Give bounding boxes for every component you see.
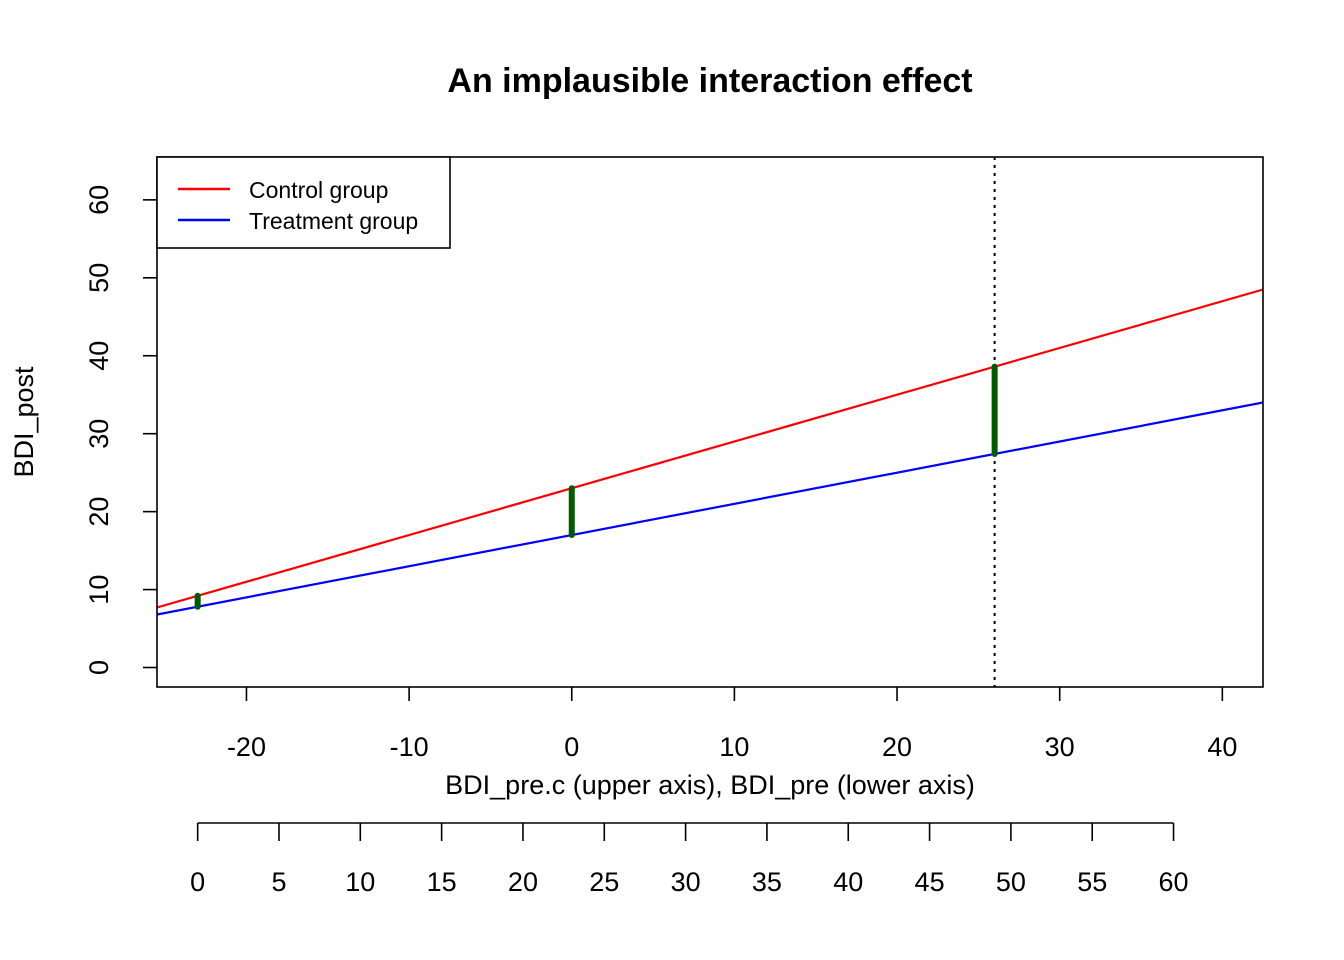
x-tick-label: 10 bbox=[719, 732, 749, 762]
y-tick-label: 30 bbox=[84, 419, 114, 449]
lower-x-tick-label: 5 bbox=[271, 867, 286, 897]
series-line-treatment bbox=[157, 401, 1263, 616]
chart-title: An implausible interaction effect bbox=[447, 62, 972, 100]
lower-x-tick-label: 20 bbox=[508, 867, 538, 897]
lower-x-axis: 0 5 10 15 20 25 30 35 40 45 50 55 60 bbox=[190, 822, 1189, 897]
y-tick-label: 0 bbox=[84, 660, 114, 675]
lower-x-tick-label: 60 bbox=[1159, 867, 1189, 897]
legend-label-control: Control group bbox=[249, 177, 388, 203]
lower-x-tick-label: 55 bbox=[1077, 867, 1107, 897]
plot-area bbox=[157, 157, 1263, 687]
lower-x-tick-label: 30 bbox=[671, 867, 701, 897]
lower-x-tick-label: 10 bbox=[345, 867, 375, 897]
lower-x-tick-label: 0 bbox=[190, 867, 205, 897]
x-axis: -20 -10 0 10 20 30 40 bbox=[227, 687, 1237, 762]
y-tick-label: 50 bbox=[84, 263, 114, 293]
y-tick-label: 60 bbox=[84, 185, 114, 215]
y-axis-title: BDI_post bbox=[9, 366, 39, 478]
legend-label-treatment: Treatment group bbox=[249, 208, 418, 234]
lower-x-tick-label: 25 bbox=[589, 867, 619, 897]
y-tick-label: 40 bbox=[84, 341, 114, 371]
lower-x-tick-label: 40 bbox=[833, 867, 863, 897]
x-tick-label: 0 bbox=[564, 732, 579, 762]
lower-x-tick-label: 45 bbox=[915, 867, 945, 897]
plot-frame bbox=[156, 156, 1264, 688]
series-line-control bbox=[157, 288, 1263, 609]
x-tick-label: 30 bbox=[1045, 732, 1075, 762]
lower-x-tick-label: 50 bbox=[996, 867, 1026, 897]
lower-x-tick-label: 35 bbox=[752, 867, 782, 897]
y-tick-label: 10 bbox=[84, 575, 114, 605]
x-tick-label: -10 bbox=[390, 732, 429, 762]
x-tick-label: 40 bbox=[1207, 732, 1237, 762]
x-axis-title: BDI_pre.c (upper axis), BDI_pre (lower a… bbox=[445, 770, 975, 800]
y-tick-label: 20 bbox=[84, 497, 114, 527]
x-tick-label: -20 bbox=[227, 732, 266, 762]
plot-marks bbox=[157, 157, 1263, 687]
x-tick-label: 20 bbox=[882, 732, 912, 762]
legend: Control group Treatment group bbox=[156, 156, 451, 249]
lower-x-tick-label: 15 bbox=[427, 867, 457, 897]
y-axis: 0 10 20 30 40 50 60 bbox=[84, 185, 157, 675]
legend-box bbox=[156, 156, 451, 249]
